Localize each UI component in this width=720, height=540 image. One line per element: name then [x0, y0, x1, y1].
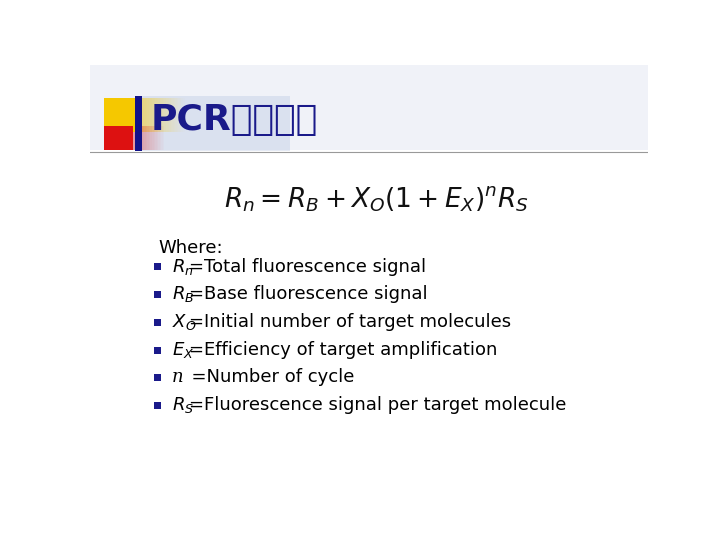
Bar — [140, 126, 141, 150]
Bar — [172, 98, 174, 132]
Bar — [150, 98, 152, 132]
Text: =Number of cycle: =Number of cycle — [180, 368, 354, 387]
Text: $R_n = R_B + X_O(1 + E_X)^n R_S$: $R_n = R_B + X_O(1 + E_X)^n R_S$ — [225, 185, 529, 214]
Bar — [158, 126, 160, 150]
Text: PCR理论方程: PCR理论方程 — [150, 103, 318, 137]
Bar — [177, 98, 179, 132]
Bar — [154, 374, 161, 381]
Bar — [174, 98, 175, 132]
Bar — [150, 126, 152, 150]
Bar — [155, 126, 157, 150]
Bar — [163, 98, 164, 132]
Bar — [152, 126, 153, 150]
Bar — [135, 96, 290, 151]
Text: $R_B$: $R_B$ — [172, 284, 194, 304]
Text: =Base fluorescence signal: =Base fluorescence signal — [189, 285, 428, 303]
Bar — [175, 98, 177, 132]
Bar — [144, 126, 145, 150]
Bar — [152, 98, 153, 132]
Bar — [133, 126, 135, 150]
Bar — [90, 65, 648, 150]
Bar — [183, 98, 184, 132]
Bar — [163, 126, 164, 150]
Bar — [169, 98, 171, 132]
Bar — [180, 98, 181, 132]
Bar — [160, 126, 161, 150]
Bar — [143, 126, 144, 150]
Bar — [138, 126, 140, 150]
Bar — [161, 98, 163, 132]
Bar — [141, 126, 143, 150]
Bar — [158, 98, 160, 132]
Bar — [179, 98, 180, 132]
Bar — [153, 126, 155, 150]
Text: =Fluorescence signal per target molecule: =Fluorescence signal per target molecule — [189, 396, 567, 414]
Bar — [138, 98, 140, 132]
Bar — [154, 291, 161, 298]
Bar — [181, 98, 183, 132]
Text: =Initial number of target molecules: =Initial number of target molecules — [189, 313, 511, 331]
Text: n: n — [172, 368, 184, 387]
Text: =Efficiency of target amplification: =Efficiency of target amplification — [189, 341, 498, 359]
Bar — [155, 98, 157, 132]
Bar — [135, 96, 142, 151]
Bar — [164, 98, 166, 132]
Bar — [141, 98, 143, 132]
Bar — [149, 126, 150, 150]
Text: $R_S$: $R_S$ — [172, 395, 194, 415]
Bar — [135, 126, 137, 150]
Bar — [153, 98, 155, 132]
Bar — [154, 347, 161, 354]
Bar — [104, 98, 138, 132]
Bar — [148, 126, 149, 150]
Bar — [157, 98, 158, 132]
Bar — [160, 98, 161, 132]
Bar — [166, 98, 168, 132]
Bar — [154, 402, 161, 409]
Bar — [137, 126, 138, 150]
Text: Where:: Where: — [158, 239, 222, 257]
Text: $E_X$: $E_X$ — [172, 340, 194, 360]
Bar — [154, 264, 161, 271]
Text: =Total fluorescence signal: =Total fluorescence signal — [189, 258, 426, 275]
Text: $R_n$: $R_n$ — [172, 256, 194, 276]
Bar — [145, 126, 148, 150]
Bar — [171, 98, 172, 132]
Bar — [148, 98, 149, 132]
Bar — [140, 98, 141, 132]
Bar — [149, 98, 150, 132]
Text: $X_O$: $X_O$ — [172, 312, 197, 332]
Bar — [154, 319, 161, 326]
Bar — [145, 98, 148, 132]
Bar — [168, 98, 169, 132]
Bar — [104, 126, 133, 150]
Bar — [143, 98, 144, 132]
Bar — [161, 126, 163, 150]
Bar — [157, 126, 158, 150]
Bar — [144, 98, 145, 132]
